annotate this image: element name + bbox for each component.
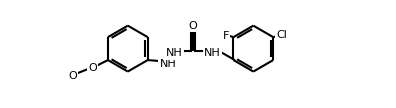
Text: NH: NH xyxy=(160,59,176,69)
Text: F: F xyxy=(223,31,229,41)
Text: O: O xyxy=(68,71,77,81)
Text: O: O xyxy=(189,21,198,31)
Text: Cl: Cl xyxy=(276,30,287,40)
Text: NH: NH xyxy=(166,48,183,58)
Text: O: O xyxy=(88,63,97,73)
Text: NH: NH xyxy=(204,48,221,58)
